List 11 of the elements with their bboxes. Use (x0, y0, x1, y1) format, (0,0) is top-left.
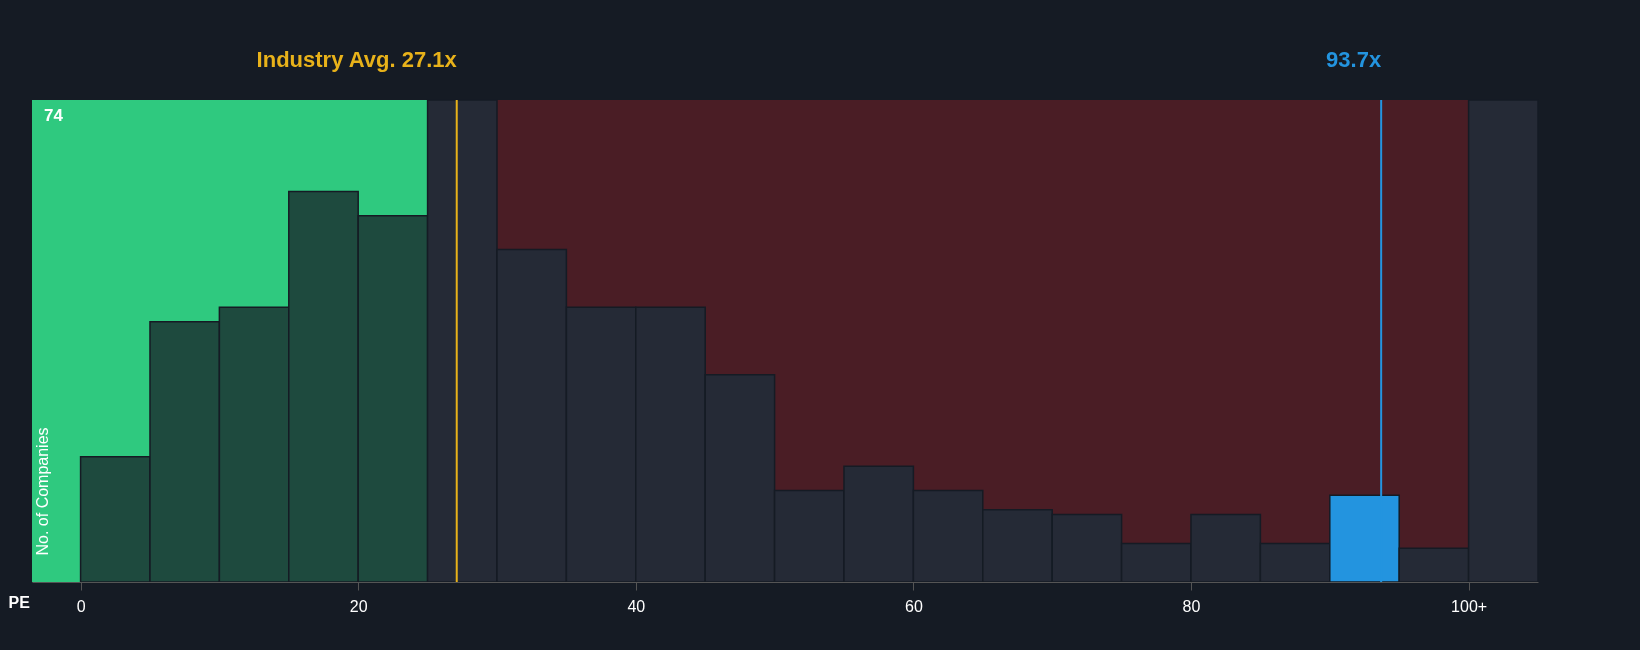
x-tick-label: 40 (627, 597, 646, 615)
x-tick-label: 80 (1182, 597, 1201, 615)
x-tick-label: 100+ (1451, 597, 1488, 615)
annotation: 74 (44, 106, 64, 125)
ref-line-label: Industry Avg. 27.1x (256, 47, 458, 72)
ref-line-label: 93.7x (1326, 47, 1382, 72)
x-axis-title: PE (8, 593, 31, 611)
x-tick-label: 20 (349, 597, 368, 615)
x-tick-label: 60 (904, 597, 923, 615)
y-axis-title: No. of Companies (33, 427, 51, 556)
x-tick-label: 0 (76, 597, 86, 615)
